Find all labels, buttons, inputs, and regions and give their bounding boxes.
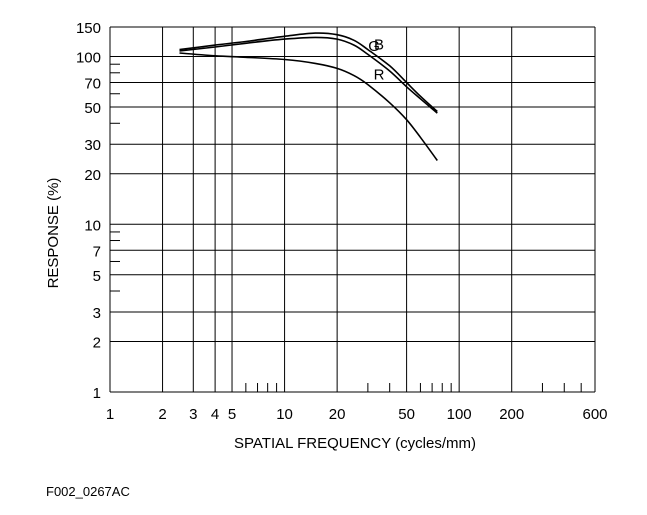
y-tick-label: 1 xyxy=(93,385,101,402)
x-tick-label: 4 xyxy=(211,406,219,423)
y-tick-label: 30 xyxy=(84,137,101,154)
x-tick-label: 50 xyxy=(398,406,415,423)
y-tick-label: 3 xyxy=(93,305,101,322)
series-label-g: G xyxy=(368,38,380,55)
x-tick-label: 2 xyxy=(158,406,166,423)
series-label-b: B xyxy=(374,36,384,53)
figure-id: F002_0267AC xyxy=(46,484,130,499)
x-tick-label: 200 xyxy=(499,406,524,423)
y-tick-label: 5 xyxy=(93,268,101,285)
series-lines xyxy=(179,32,438,161)
y-axis-label: RESPONSE (%) xyxy=(45,178,62,289)
x-axis-label: SPATIAL FREQUENCY (cycles/mm) xyxy=(234,435,476,452)
x-tick-label: 10 xyxy=(276,406,293,423)
y-tick-label: 20 xyxy=(84,167,101,184)
y-tick-label: 70 xyxy=(84,76,101,93)
y-tick-label: 50 xyxy=(84,100,101,117)
series-line-b xyxy=(179,32,438,113)
series-label-r: R xyxy=(374,67,385,84)
y-tick-label: 150 xyxy=(76,20,101,37)
series-line-r xyxy=(179,52,438,161)
x-tick-label: 20 xyxy=(329,406,346,423)
y-tick-label: 7 xyxy=(93,243,101,260)
x-tick-labels: 1 2 3 4 5 10 20 50 100 200 600 xyxy=(106,406,608,423)
x-tick-label: 5 xyxy=(228,406,236,423)
y-tick-label: 100 xyxy=(76,50,101,67)
grid-lines xyxy=(109,26,596,393)
y-tick-label: 10 xyxy=(84,217,101,234)
minor-ticks xyxy=(110,63,582,392)
series-line-g xyxy=(179,36,438,114)
y-tick-labels: 1 2 3 5 7 10 20 30 50 70 100 150 xyxy=(76,20,101,402)
x-tick-label: 1 xyxy=(106,406,114,423)
x-tick-label: 3 xyxy=(189,406,197,423)
y-tick-label: 2 xyxy=(93,335,101,352)
x-tick-label: 100 xyxy=(447,406,472,423)
x-tick-label: 600 xyxy=(582,406,607,423)
series-labels: BGR xyxy=(368,36,384,83)
